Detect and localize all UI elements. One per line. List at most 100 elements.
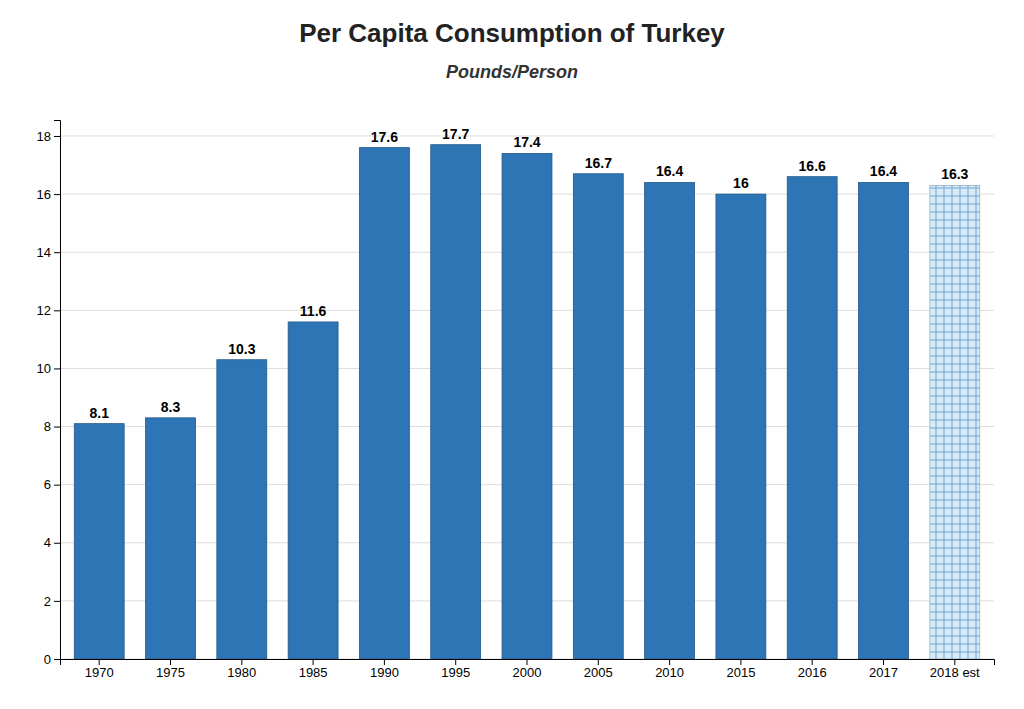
y-tick: 18 bbox=[37, 129, 60, 144]
x-tick-mark bbox=[954, 659, 955, 665]
y-tick-mark bbox=[54, 485, 60, 486]
subtitle: Pounds/Person bbox=[446, 62, 578, 82]
y-tick: 12 bbox=[37, 303, 60, 318]
x-tick-mark bbox=[740, 659, 741, 665]
bar bbox=[74, 424, 124, 659]
y-tick-mark bbox=[54, 252, 60, 253]
x-tick-mark bbox=[598, 659, 599, 665]
bar bbox=[716, 194, 766, 659]
x-tick-mark bbox=[669, 659, 670, 665]
data-label: 11.6 bbox=[300, 303, 327, 319]
x-tick-label: 1980 bbox=[227, 665, 256, 680]
bar bbox=[288, 322, 338, 659]
x-tick: 2000 bbox=[513, 659, 542, 680]
x-tick: 1975 bbox=[156, 659, 185, 680]
x-tick-label: 1985 bbox=[299, 665, 328, 680]
x-tick-mark bbox=[455, 659, 456, 665]
data-label: 17.6 bbox=[371, 129, 398, 145]
x-tick: 1990 bbox=[370, 659, 399, 680]
grid bbox=[60, 136, 994, 659]
x-tick-label: 2018 est bbox=[930, 665, 980, 680]
x-tick-label: 1975 bbox=[156, 665, 185, 680]
x-tick-mark bbox=[812, 659, 813, 665]
y-tick-mark bbox=[54, 310, 60, 311]
bar bbox=[573, 174, 623, 659]
y-tick-label: 10 bbox=[37, 361, 51, 376]
data-label: 16.3 bbox=[941, 166, 968, 182]
x-tick-mark bbox=[241, 659, 242, 665]
y-tick-label: 6 bbox=[44, 477, 51, 492]
y-tick-label: 4 bbox=[44, 535, 51, 550]
y-tick-mark bbox=[54, 427, 60, 428]
y-axis: 0 2 4 6 8 10 12 14 16 18 bbox=[37, 121, 61, 667]
y-tick-label: 2 bbox=[44, 594, 51, 609]
bar bbox=[859, 182, 909, 659]
title: Per Capita Consumption of Turkey bbox=[299, 18, 725, 48]
y-tick-mark bbox=[54, 368, 60, 369]
data-label: 16.7 bbox=[585, 155, 612, 171]
y-tick-label: 12 bbox=[37, 303, 51, 318]
x-tick-label: 2000 bbox=[513, 665, 542, 680]
data-label: 10.3 bbox=[228, 341, 255, 357]
x-tick: 1980 bbox=[227, 659, 256, 680]
x-tick: 2017 bbox=[869, 659, 898, 680]
x-tick-label: 2005 bbox=[584, 665, 613, 680]
y-tick: 4 bbox=[44, 535, 60, 550]
data-label: 16 bbox=[733, 175, 749, 191]
y-tick: 10 bbox=[37, 361, 60, 376]
x-tick-label: 2010 bbox=[655, 665, 684, 680]
bar bbox=[146, 418, 196, 659]
bar bbox=[359, 148, 409, 659]
x-tick-mark bbox=[883, 659, 884, 665]
x-tick: 2016 bbox=[798, 659, 827, 680]
y-tick-mark bbox=[54, 136, 60, 137]
bar bbox=[787, 177, 837, 659]
y-tick: 6 bbox=[44, 477, 60, 492]
x-tick-mark bbox=[527, 659, 528, 665]
x-tick-mark bbox=[313, 659, 314, 665]
x-tick-mark bbox=[99, 659, 100, 665]
x-tick: 2010 bbox=[655, 659, 684, 680]
x-tick: 1970 bbox=[85, 659, 114, 680]
y-tick: 0 bbox=[44, 652, 60, 667]
x-axis: 1970 1975 1980 1985 1990 1995 2000 2005 2010 2015… bbox=[61, 659, 995, 680]
y-tick-mark bbox=[54, 194, 60, 195]
bar bbox=[502, 153, 552, 659]
y-tick-mark bbox=[54, 659, 60, 660]
data-label: 17.4 bbox=[513, 134, 540, 150]
x-tick: 1985 bbox=[299, 659, 328, 680]
bar bbox=[645, 182, 695, 659]
data-label: 16.4 bbox=[870, 163, 897, 179]
bar-hatch bbox=[930, 185, 980, 659]
plot: 0 2 4 6 8 10 12 14 16 18 1970 1975 1980 1985 1990 1995 2… bbox=[37, 121, 995, 681]
data-label: 16.6 bbox=[799, 158, 826, 174]
x-tick-label: 1990 bbox=[370, 665, 399, 680]
x-tick-label: 1995 bbox=[441, 665, 470, 680]
y-axis-line bbox=[54, 121, 61, 660]
x-tick-label: 2017 bbox=[869, 665, 898, 680]
bar bbox=[217, 360, 267, 659]
chart: Per Capita Consumption of Turkey Pounds/P… bbox=[0, 0, 1024, 709]
data-label: 17.7 bbox=[442, 126, 469, 142]
x-tick: 2015 bbox=[726, 659, 755, 680]
y-tick-label: 16 bbox=[37, 187, 51, 202]
y-tick-label: 0 bbox=[44, 652, 51, 667]
y-tick-mark bbox=[54, 543, 60, 544]
data-label: 16.4 bbox=[656, 163, 683, 179]
x-tick-label: 1970 bbox=[85, 665, 114, 680]
x-tick-label: 2015 bbox=[726, 665, 755, 680]
y-tick: 16 bbox=[37, 187, 60, 202]
y-tick: 8 bbox=[44, 419, 60, 434]
y-tick-label: 14 bbox=[37, 245, 51, 260]
y-tick-mark bbox=[54, 601, 60, 602]
data-label: 8.3 bbox=[161, 399, 181, 415]
x-tick: 2005 bbox=[584, 659, 613, 680]
x-tick-mark bbox=[170, 659, 171, 665]
x-tick-label: 2016 bbox=[798, 665, 827, 680]
x-tick: 2018 est bbox=[930, 659, 980, 680]
x-tick: 1995 bbox=[441, 659, 470, 680]
data-labels: 8.18.310.311.617.617.717.416.716.41616.6… bbox=[89, 126, 968, 421]
y-tick-label: 18 bbox=[37, 129, 51, 144]
bar bbox=[431, 145, 481, 659]
y-tick: 14 bbox=[37, 245, 60, 260]
